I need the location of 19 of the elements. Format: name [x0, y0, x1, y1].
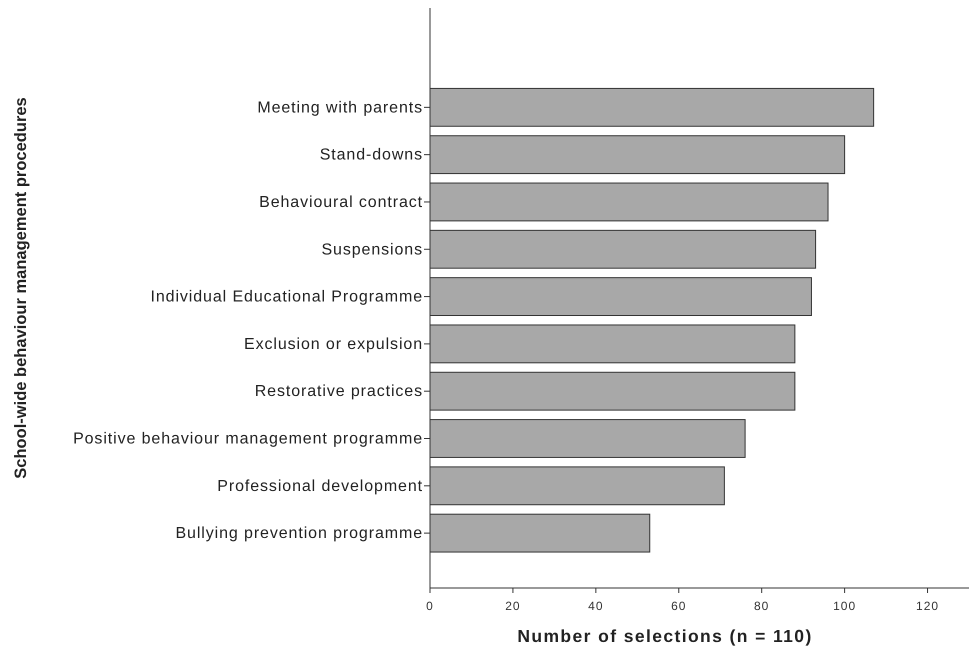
y-tick-label: Stand-downs [320, 146, 423, 164]
y-axis-title: School-wide behaviour management procedures [12, 97, 30, 479]
y-tick-label: Individual Educational Programme [150, 288, 423, 306]
x-tick-label: 100 [833, 599, 856, 613]
x-tick-label: 40 [588, 599, 604, 613]
y-tick-label: Bullying prevention programme [175, 525, 423, 542]
x-axis-title: Number of selections (n = 110) [517, 626, 813, 646]
y-tick-label: Behavioural contract [259, 194, 423, 211]
x-tick-label: 0 [426, 599, 434, 613]
y-tick-label: Suspensions [321, 241, 423, 258]
y-tick-label: Meeting with parents [257, 99, 423, 116]
x-tick-label: 60 [671, 599, 686, 613]
y-tick-label: Restorative practices [254, 383, 423, 400]
y-tick-label: Positive behaviour management programme [73, 430, 423, 448]
x-tick-label: 120 [916, 599, 940, 613]
x-tick-label: 20 [505, 599, 521, 613]
x-tick-label: 80 [754, 599, 770, 613]
y-tick-label: Exclusion or expulsion [244, 336, 423, 353]
y-tick-label: Professional development [217, 478, 423, 495]
